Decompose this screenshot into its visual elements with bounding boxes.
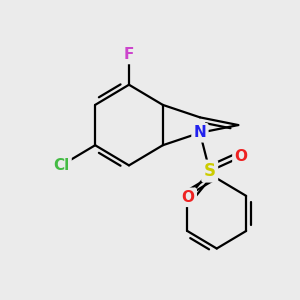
Text: N: N [194, 125, 206, 140]
Text: Cl: Cl [53, 158, 70, 173]
Text: O: O [234, 149, 248, 164]
Text: F: F [124, 47, 134, 62]
Text: S: S [204, 162, 216, 180]
Text: O: O [182, 190, 195, 205]
